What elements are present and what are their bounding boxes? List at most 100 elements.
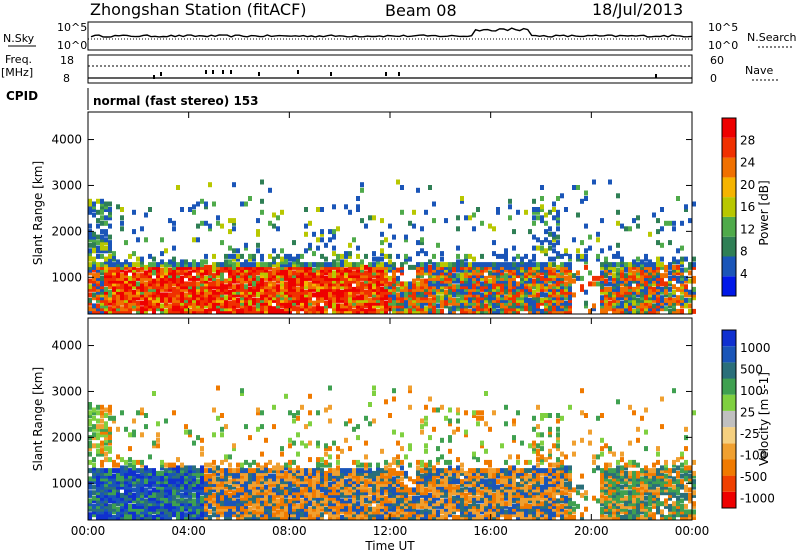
heatmap-cell <box>412 479 416 485</box>
heatmap-cell <box>328 300 332 306</box>
heatmap-cell <box>168 281 172 287</box>
heatmap-cell <box>152 267 156 273</box>
heatmap-cell <box>132 264 136 270</box>
heatmap-cell <box>108 308 112 314</box>
heatmap-cell <box>172 512 176 518</box>
heatmap-cell <box>244 297 248 303</box>
heatmap-cell <box>128 253 132 259</box>
heatmap-cell <box>492 289 496 295</box>
heatmap-cell <box>332 231 336 237</box>
heatmap-cell <box>336 264 340 270</box>
heatmap-cell <box>92 201 96 207</box>
heatmap-cell <box>456 410 460 416</box>
heatmap-cell <box>552 300 556 306</box>
heatmap-cell <box>148 515 152 520</box>
heatmap-cell <box>312 490 316 496</box>
heatmap-cell <box>124 503 128 509</box>
heatmap-cell <box>156 479 160 485</box>
heatmap-cell <box>360 182 364 188</box>
heatmap-cell <box>168 484 172 490</box>
heatmap-cell <box>392 278 396 284</box>
heatmap-cell <box>548 273 552 279</box>
heatmap-cell <box>268 503 272 509</box>
heatmap-cell <box>216 415 220 421</box>
heatmap-cell <box>208 270 212 276</box>
heatmap-cell <box>236 468 240 474</box>
heatmap-cell <box>680 297 684 303</box>
heatmap-cell <box>364 487 368 493</box>
heatmap-cell <box>472 501 476 507</box>
heatmap-cell <box>388 501 392 507</box>
heatmap-cell <box>480 503 484 509</box>
heatmap-cell <box>460 498 464 504</box>
heatmap-cell <box>468 476 472 482</box>
heatmap-cell <box>360 187 364 193</box>
heatmap-cell <box>640 275 644 281</box>
heatmap-cell <box>348 292 352 298</box>
heatmap-cell <box>264 270 268 276</box>
heatmap-cell <box>464 273 468 279</box>
heatmap-cell <box>292 470 296 476</box>
heatmap-cell <box>468 515 472 520</box>
heatmap-cell <box>148 289 152 295</box>
heatmap-cell <box>636 286 640 292</box>
heatmap-cell <box>152 303 156 309</box>
heatmap-cell <box>292 295 296 301</box>
heatmap-cell <box>272 212 276 218</box>
heatmap-cell <box>280 515 284 520</box>
heatmap-cell <box>180 292 184 298</box>
heatmap-cell <box>280 479 284 485</box>
heatmap-cell <box>640 306 644 312</box>
heatmap-cell <box>672 273 676 279</box>
heatmap-cell <box>224 498 228 504</box>
heatmap-cell <box>264 303 268 309</box>
heatmap-cell <box>216 267 220 273</box>
heatmap-cell <box>248 270 252 276</box>
heatmap-cell <box>132 432 136 438</box>
heatmap-cell <box>632 295 636 301</box>
heatmap-cell <box>200 292 204 298</box>
freq-spike <box>212 70 214 74</box>
heatmap-cell <box>112 253 116 259</box>
heatmap-cell <box>404 498 408 504</box>
heatmap-cell <box>504 286 508 292</box>
heatmap-cell <box>376 498 380 504</box>
heatmap-cell <box>496 503 500 509</box>
heatmap-cell <box>320 512 324 518</box>
heatmap-cell <box>664 220 668 226</box>
heatmap-cell <box>312 487 316 493</box>
heatmap-cell <box>376 515 380 520</box>
heatmap-cell <box>292 278 296 284</box>
heatmap-cell <box>596 281 600 287</box>
heatmap-cell <box>388 470 392 476</box>
heatmap-cell <box>288 468 292 474</box>
heatmap-cell <box>244 487 248 493</box>
heatmap-cell <box>392 479 396 485</box>
heatmap-cell <box>464 515 468 520</box>
heatmap-cell <box>608 267 612 273</box>
heatmap-cell <box>276 267 280 273</box>
heatmap-cell <box>512 262 516 268</box>
heatmap-cell <box>188 207 192 212</box>
heatmap-cell <box>288 490 292 496</box>
heatmap-cell <box>420 308 424 314</box>
heatmap-cell <box>656 297 660 303</box>
heatmap-cell <box>372 492 376 498</box>
heatmap-cell <box>292 498 296 504</box>
heatmap-cell <box>276 297 280 303</box>
heatmap-cell <box>280 503 284 509</box>
heatmap-cell <box>484 515 488 520</box>
heatmap-cell <box>508 275 512 281</box>
heatmap-cell <box>336 454 340 460</box>
heatmap-cell <box>440 267 444 273</box>
heatmap-cell <box>288 443 292 449</box>
heatmap-cell <box>568 267 572 273</box>
heatmap-cell <box>404 484 408 490</box>
heatmap-cell <box>172 292 176 298</box>
heatmap-cell <box>432 303 436 309</box>
heatmap-cell <box>232 267 236 273</box>
heatmap-cell <box>368 402 372 407</box>
heatmap-cell <box>232 512 236 518</box>
heatmap-cell <box>672 220 676 226</box>
heatmap-cell <box>280 470 284 476</box>
